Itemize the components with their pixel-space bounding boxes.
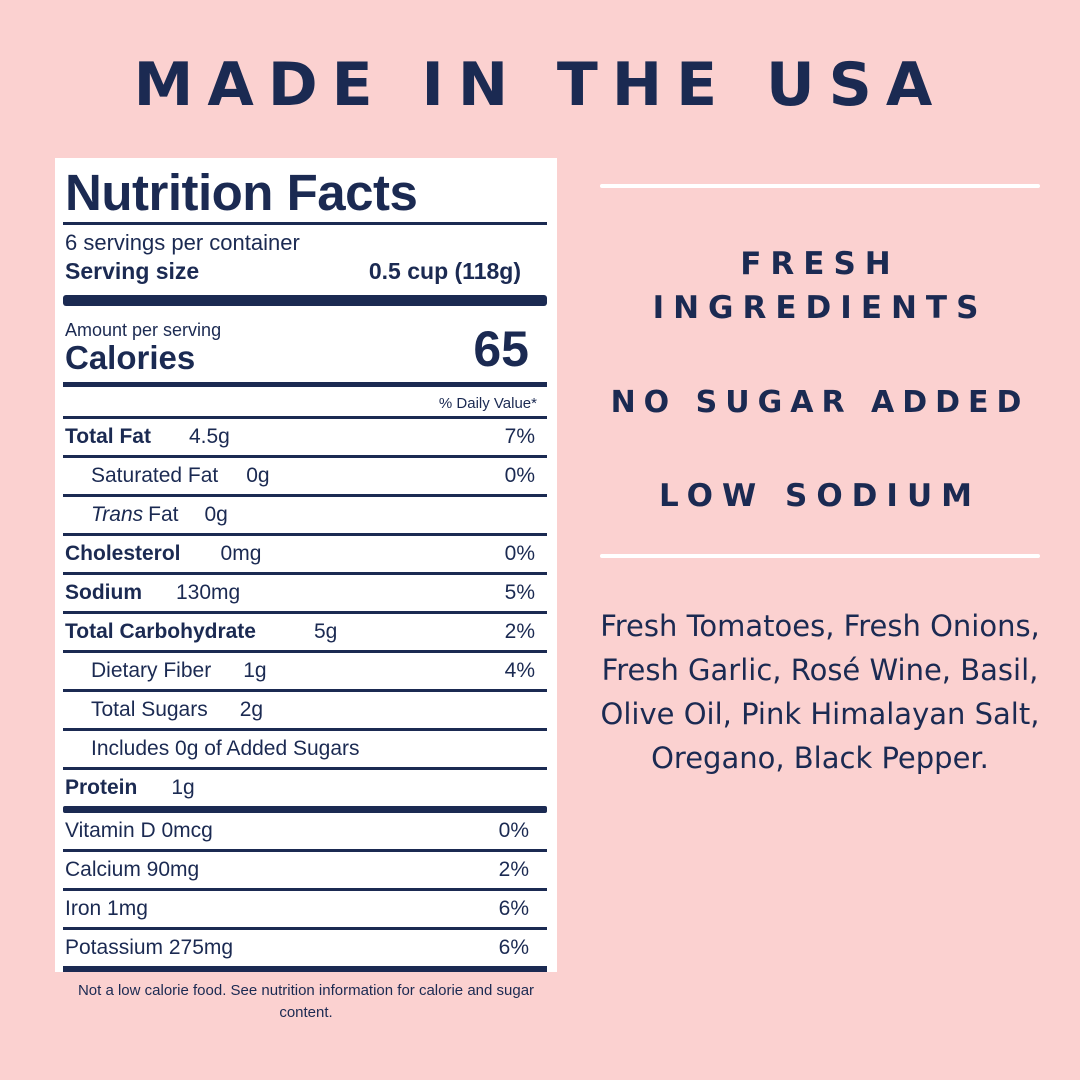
claim-fresh-line1: FRESH	[740, 246, 900, 282]
divider-bottom	[600, 554, 1040, 558]
divider-top	[600, 184, 1040, 188]
vitamin-dv: 0%	[498, 819, 529, 842]
divider	[63, 222, 547, 225]
amount-per-serving: Amount per serving	[65, 320, 222, 340]
vitamin-label: Potassium 275mg	[65, 936, 234, 959]
nutrient-amount: 1g	[243, 659, 267, 682]
nutrient-name: Cholesterol	[65, 542, 181, 565]
calories-label: Calories	[65, 339, 196, 376]
nutrient-amount: 0g	[204, 503, 228, 526]
vitamin-dv: 6%	[498, 936, 529, 959]
vitamin-dv: 2%	[498, 858, 529, 881]
nutrient-amount: 5g	[313, 620, 338, 643]
nutrient-name: Saturated Fat	[91, 464, 219, 487]
vitamin-row-potassium: Potassium 275mg 6%	[63, 930, 547, 972]
nutrient-amount: 1g	[171, 776, 195, 799]
claim-no-sugar-added: NO SUGAR ADDED	[610, 385, 1030, 420]
nutrient-name: Includes 0g of Added Sugars	[91, 737, 360, 760]
nutrient-row-trans-fat: Trans Fat 0g	[63, 497, 547, 536]
divider-thick	[63, 295, 547, 306]
vitamin-dv: 6%	[498, 897, 529, 920]
vitamin-label: Iron 1mg	[65, 897, 148, 920]
daily-value-header: % Daily Value*	[438, 395, 537, 412]
headline: MADE IN THE USA	[133, 50, 947, 120]
claim-fresh-line2: INGREDIENTS	[652, 290, 988, 326]
nutrient-amount: 0mg	[220, 542, 262, 565]
nutrient-name: Dietary Fiber	[91, 659, 212, 682]
vitamin-row-calcium: Calcium 90mg 2%	[63, 852, 547, 891]
nutrition-title: Nutrition Facts	[65, 164, 418, 221]
ingredients-list: Fresh Tomatoes, Fresh Onions, Fresh Garl…	[600, 609, 1040, 775]
nutrient-row-dietary-fiber: Dietary Fiber 1g 4%	[63, 653, 547, 692]
serving-size-value: 0.5 cup (118g)	[368, 258, 521, 284]
nutrient-dv: 4%	[504, 659, 535, 682]
nutrient-name: Total Sugars	[91, 698, 208, 721]
serving-size-label: Serving size	[65, 258, 200, 284]
nutrition-facts-panel: Nutrition Facts 6 servings per container…	[55, 158, 557, 972]
divider	[63, 416, 547, 419]
nutrient-row-protein: Protein 1g	[63, 770, 547, 806]
nutrient-dv: 7%	[504, 425, 535, 448]
nutrient-row-total-fat: Total Fat 4.5g 7%	[63, 419, 547, 458]
vitamin-row-iron: Iron 1mg 6%	[63, 891, 547, 930]
divider-medium	[63, 382, 547, 387]
nutrient-amount: 2g	[239, 698, 264, 721]
vitamin-label: Vitamin D 0mcg	[65, 819, 213, 842]
claim-low-sodium: LOW SODIUM	[659, 478, 981, 514]
nutrient-dv: 2%	[504, 620, 535, 643]
nutrient-dv: 0%	[504, 542, 535, 565]
serving-size-row: Serving size 0.5 cup (118g)	[63, 256, 547, 286]
nutrient-name-italic: Trans	[91, 503, 144, 526]
nutrient-row-total-carbohydrate: Total Carbohydrate 5g 2%	[63, 614, 547, 653]
nutrient-row-total-sugars: Total Sugars 2g	[63, 692, 547, 731]
vitamin-label: Calcium 90mg	[65, 858, 200, 881]
calories-block: Amount per serving Calories 65	[63, 306, 547, 382]
nutrient-amount: 4.5g	[188, 425, 230, 448]
calories-value: 65	[473, 321, 529, 377]
nutrient-row-cholesterol: Cholesterol 0mg 0%	[63, 536, 547, 575]
nutrient-name: Total Carbohydrate	[65, 620, 256, 643]
nutrient-amount: 0g	[246, 464, 270, 487]
nutrient-row-saturated-fat: Saturated Fat 0g 0%	[63, 458, 547, 497]
divider-thick	[63, 806, 547, 813]
servings-per-container: 6 servings per container	[65, 230, 300, 255]
nutrient-name: Fat	[148, 503, 179, 526]
nutrient-name: Protein	[65, 776, 138, 799]
vitamin-row-vitamin-d: Vitamin D 0mcg 0%	[63, 813, 547, 852]
nutrient-name: Total Fat	[65, 425, 151, 448]
footnote: Not a low calorie food. See nutrition in…	[77, 982, 535, 1021]
nutrient-dv: 5%	[504, 581, 535, 604]
claim-fresh-ingredients: FRESH INGREDIENTS	[590, 242, 1050, 330]
nutrient-row-added-sugars: Includes 0g of Added Sugars	[63, 731, 547, 770]
nutrient-amount: 130mg	[176, 581, 241, 604]
nutrient-row-sodium: Sodium 130mg 5%	[63, 575, 547, 614]
nutrient-name: Sodium	[65, 581, 142, 604]
nutrient-dv: 0%	[504, 464, 535, 487]
